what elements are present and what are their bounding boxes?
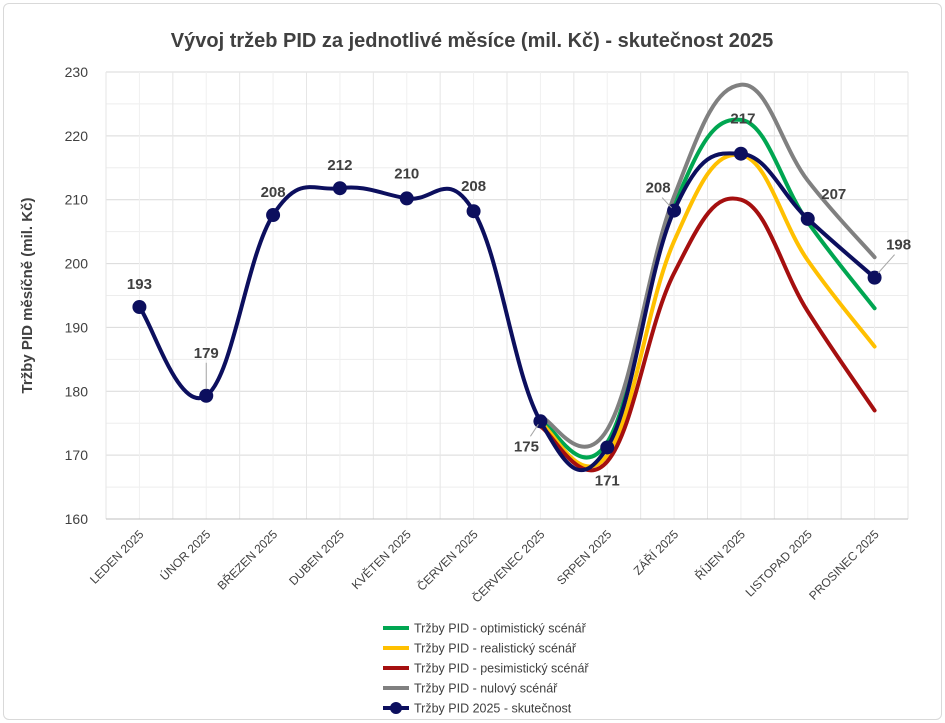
label-leader bbox=[661, 197, 673, 209]
legend-label: Tržby PID - nulový scénář bbox=[414, 682, 558, 696]
series-line-trzby-pid-realisticky-scenar bbox=[538, 152, 877, 469]
data-label: 212 bbox=[327, 157, 352, 174]
data-labels: 193 179 208 212 210 208 175 171 208 217 207 198 bbox=[127, 111, 911, 490]
data-label: 217 bbox=[730, 111, 755, 128]
label-leader-lines bbox=[205, 197, 895, 437]
data-label: 207 bbox=[821, 186, 846, 203]
data-point bbox=[867, 270, 882, 285]
x-tick-label: PROSINEC 2025 bbox=[806, 527, 882, 603]
x-tick-label: ČERVEN 2025 bbox=[414, 526, 481, 593]
data-point bbox=[132, 299, 147, 314]
x-tick-label: LEDEN 2025 bbox=[87, 527, 147, 587]
y-tick-label: 220 bbox=[65, 128, 89, 144]
data-point bbox=[466, 204, 481, 219]
data-label: 208 bbox=[646, 180, 671, 197]
data-point bbox=[199, 388, 214, 403]
y-tick-label: 160 bbox=[65, 511, 89, 527]
y-tick-label: 230 bbox=[65, 64, 89, 80]
x-tick-label: SRPEN 2025 bbox=[554, 527, 615, 588]
data-point bbox=[800, 211, 815, 226]
gridlines bbox=[105, 71, 909, 520]
y-tick-label: 200 bbox=[65, 256, 89, 272]
x-tick-label: ČERVENEC 2025 bbox=[469, 526, 548, 605]
data-label: 210 bbox=[394, 165, 419, 182]
label-leader bbox=[529, 424, 539, 437]
data-label: 208 bbox=[261, 184, 286, 201]
legend-label: Tržby PID 2025 - skutečnost bbox=[414, 702, 572, 716]
data-point bbox=[332, 181, 347, 196]
x-axis-ticks: LEDEN 2025 ÚNOR 2025 BŘEZEN 2025 DUBEN 2025… bbox=[87, 526, 882, 605]
legend-marker bbox=[390, 702, 402, 714]
y-tick-label: 210 bbox=[65, 192, 89, 208]
x-tick-label: DUBEN 2025 bbox=[286, 527, 347, 588]
data-label: 175 bbox=[514, 438, 539, 455]
x-tick-label: ZÁŘÍ 2025 bbox=[630, 526, 681, 577]
data-label: 179 bbox=[194, 345, 219, 362]
x-tick-label: BŘEZEN 2025 bbox=[214, 526, 280, 592]
data-label: 198 bbox=[886, 237, 911, 254]
y-tick-label: 180 bbox=[65, 383, 89, 399]
data-point bbox=[266, 208, 281, 223]
series-line-trzby-pid-nulovy-scenar bbox=[538, 82, 877, 449]
data-point bbox=[533, 414, 548, 429]
data-label: 193 bbox=[127, 276, 152, 293]
y-axis-label: Tržby PID měsíčně (mil. Kč) bbox=[19, 198, 36, 394]
data-label: 171 bbox=[595, 472, 620, 489]
x-tick-label: KVĚTEN 2025 bbox=[348, 526, 414, 592]
legend-label: Tržby PID - optimistický scénář bbox=[414, 622, 587, 636]
x-tick-label: ŘÍJEN 2025 bbox=[692, 526, 749, 583]
y-axis-ticks: 160 170 180 190 200 210 220 230 bbox=[65, 64, 89, 527]
x-tick-label: LISTOPAD 2025 bbox=[743, 527, 816, 600]
y-tick-label: 190 bbox=[65, 319, 89, 335]
chart-title: Vývoj tržeb PID za jednotlivé měsíce (mi… bbox=[171, 30, 773, 52]
label-leader bbox=[877, 254, 895, 274]
chart-frame bbox=[3, 3, 942, 720]
y-tick-label: 170 bbox=[65, 447, 89, 463]
legend: Tržby PID - optimistický scénář Tržby PID… bbox=[383, 622, 589, 716]
data-point bbox=[600, 440, 615, 455]
data-point bbox=[733, 146, 748, 161]
data-label: 208 bbox=[461, 178, 486, 195]
data-point bbox=[399, 191, 414, 206]
legend-label: Tržby PID - realistický scénář bbox=[414, 642, 577, 656]
x-tick-label: ÚNOR 2025 bbox=[157, 526, 214, 583]
legend-label: Tržby PID - pesimistický scénář bbox=[414, 662, 589, 676]
series-line-trzby-pid-pesimisticky-scenar bbox=[538, 196, 877, 473]
